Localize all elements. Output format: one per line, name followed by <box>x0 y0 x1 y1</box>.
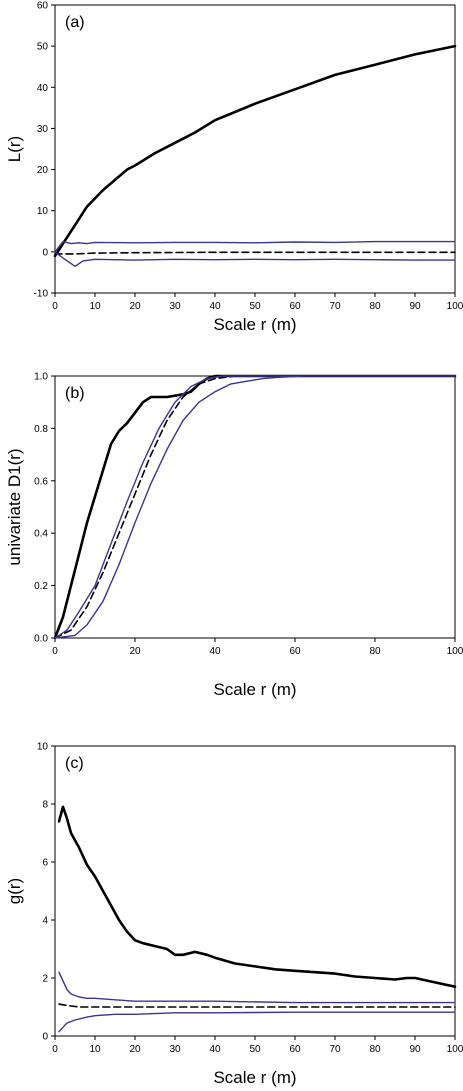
y-tick-label: 20 <box>37 165 49 176</box>
y-tick-label: 50 <box>37 42 49 53</box>
upper-envelope-line <box>58 971 456 1004</box>
y-tick-label: 0 <box>42 247 48 258</box>
x-tick-label: 100 <box>447 301 463 312</box>
y-axis-label: g(r) <box>5 878 24 904</box>
y-axis-label: L(r) <box>5 136 24 162</box>
y-tick-label: 1.0 <box>34 372 48 383</box>
x-tick-label: 40 <box>209 646 221 657</box>
panel-label: (c) <box>65 755 84 772</box>
y-tick-label: 8 <box>42 800 48 811</box>
panel-label: (b) <box>65 385 85 402</box>
x-tick-label: 50 <box>249 1044 261 1055</box>
x-tick-label: 70 <box>329 1044 341 1055</box>
x-tick-label: 60 <box>289 301 301 312</box>
y-tick-label: 10 <box>37 742 49 753</box>
y-tick-label: -10 <box>34 289 49 300</box>
y-tick-label: 0.0 <box>34 634 48 645</box>
x-tick-label: 90 <box>409 1044 421 1055</box>
y-tick-label: 40 <box>37 83 49 94</box>
observed-series-line <box>53 44 457 258</box>
x-tick-label: 0 <box>52 301 58 312</box>
panel-label: (a) <box>65 14 85 31</box>
y-axis-label: univariate D1(r) <box>5 448 24 565</box>
x-tick-label: 60 <box>289 1044 301 1055</box>
x-tick-label: 80 <box>369 646 381 657</box>
y-tick-label: 4 <box>42 916 48 927</box>
x-axis-label: Scale r (m) <box>213 680 296 699</box>
x-tick-label: 20 <box>129 1044 141 1055</box>
plot-area-frame <box>54 375 456 639</box>
y-tick-label: 2 <box>42 974 48 985</box>
lower-envelope-line <box>58 1011 456 1033</box>
y-tick-label: 6 <box>42 858 48 869</box>
x-axis-label: Scale r (m) <box>213 315 296 334</box>
upper-envelope-line <box>54 240 456 253</box>
y-tick-label: 0.4 <box>34 529 48 540</box>
observed-series-line <box>57 805 457 989</box>
x-tick-label: 20 <box>129 646 141 657</box>
expected-series-line <box>54 251 456 255</box>
y-tick-label: 0.6 <box>34 476 48 487</box>
upper-envelope-line <box>54 375 456 639</box>
x-tick-label: 40 <box>209 1044 221 1055</box>
x-tick-label: 50 <box>249 301 261 312</box>
x-tick-label: 60 <box>289 646 301 657</box>
plot-area-frame <box>54 4 456 294</box>
x-tick-label: 70 <box>329 301 341 312</box>
x-tick-label: 10 <box>89 301 101 312</box>
y-tick-label: 0.2 <box>34 581 48 592</box>
x-tick-label: 0 <box>52 646 58 657</box>
lower-envelope-line <box>54 251 456 267</box>
lower-envelope-line <box>54 375 304 639</box>
x-tick-label: 0 <box>52 1044 58 1055</box>
y-tick-label: 30 <box>37 124 49 135</box>
expected-series-line <box>54 375 456 639</box>
x-tick-label: 30 <box>169 301 181 312</box>
y-tick-label: 0.8 <box>34 424 48 435</box>
x-tick-label: 40 <box>209 301 221 312</box>
x-tick-label: 80 <box>369 1044 381 1055</box>
x-tick-label: 100 <box>447 646 463 657</box>
y-tick-label: 60 <box>37 1 49 12</box>
y-tick-label: 0 <box>42 1032 48 1043</box>
x-tick-label: 10 <box>89 1044 101 1055</box>
x-tick-label: 30 <box>169 1044 181 1055</box>
x-tick-label: 100 <box>447 1044 463 1055</box>
plot-area-frame <box>54 745 456 1037</box>
x-tick-label: 80 <box>369 301 381 312</box>
x-tick-label: 20 <box>129 301 141 312</box>
expected-series-line <box>58 1003 456 1008</box>
x-axis-label: Scale r (m) <box>213 1068 296 1087</box>
x-tick-label: 90 <box>409 301 421 312</box>
y-tick-label: 10 <box>37 206 49 217</box>
observed-series-line <box>53 374 457 640</box>
